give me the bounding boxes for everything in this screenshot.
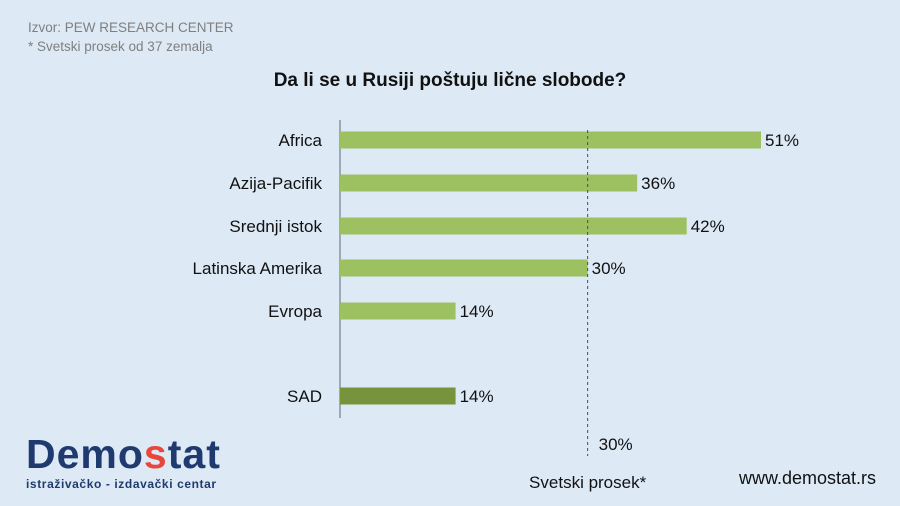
bar-latinska-amerika [340, 259, 588, 277]
category-label: Srednji istok [229, 217, 322, 236]
logo-accent: s [143, 431, 168, 477]
source-line: Izvor: PEW RESEARCH CENTER [28, 20, 234, 35]
category-label: SAD [287, 387, 322, 406]
bar-azija-pacifik [340, 174, 638, 192]
bar-sad [340, 387, 456, 405]
category-label: Africa [279, 131, 323, 150]
value-label: 14% [460, 302, 494, 321]
world-average-label: Svetski prosek* [529, 473, 647, 492]
bar-evropa [340, 302, 456, 320]
chart-title: Da li se u Rusiji poštuju lične slobode? [273, 70, 627, 91]
value-label: 51% [765, 131, 799, 150]
world-average-value: 30% [599, 435, 633, 454]
category-label: Azija-Pacifik [229, 174, 322, 193]
bar-africa [340, 131, 761, 149]
value-label: 14% [460, 387, 494, 406]
logo-part1: Demo [26, 431, 144, 477]
footnote-line: * Svetski prosek od 37 zemalja [28, 39, 213, 54]
category-label: Evropa [268, 302, 322, 321]
category-label: Latinska Amerika [193, 259, 323, 278]
value-label: 42% [691, 217, 725, 236]
logo-wordmark: Demostat [26, 432, 221, 476]
demostat-logo: Demostat istraživačko - izdavački centar [26, 432, 221, 491]
source-note: Izvor: PEW RESEARCH CENTER * Svetski pro… [28, 18, 234, 56]
website-link[interactable]: www.demostat.rs [738, 468, 876, 488]
logo-subtitle: istraživačko - izdavački centar [26, 477, 217, 491]
value-label: 36% [641, 174, 675, 193]
bar-srednji-istok [340, 217, 687, 235]
value-label: 30% [592, 259, 626, 278]
logo-part2: tat [167, 431, 221, 477]
